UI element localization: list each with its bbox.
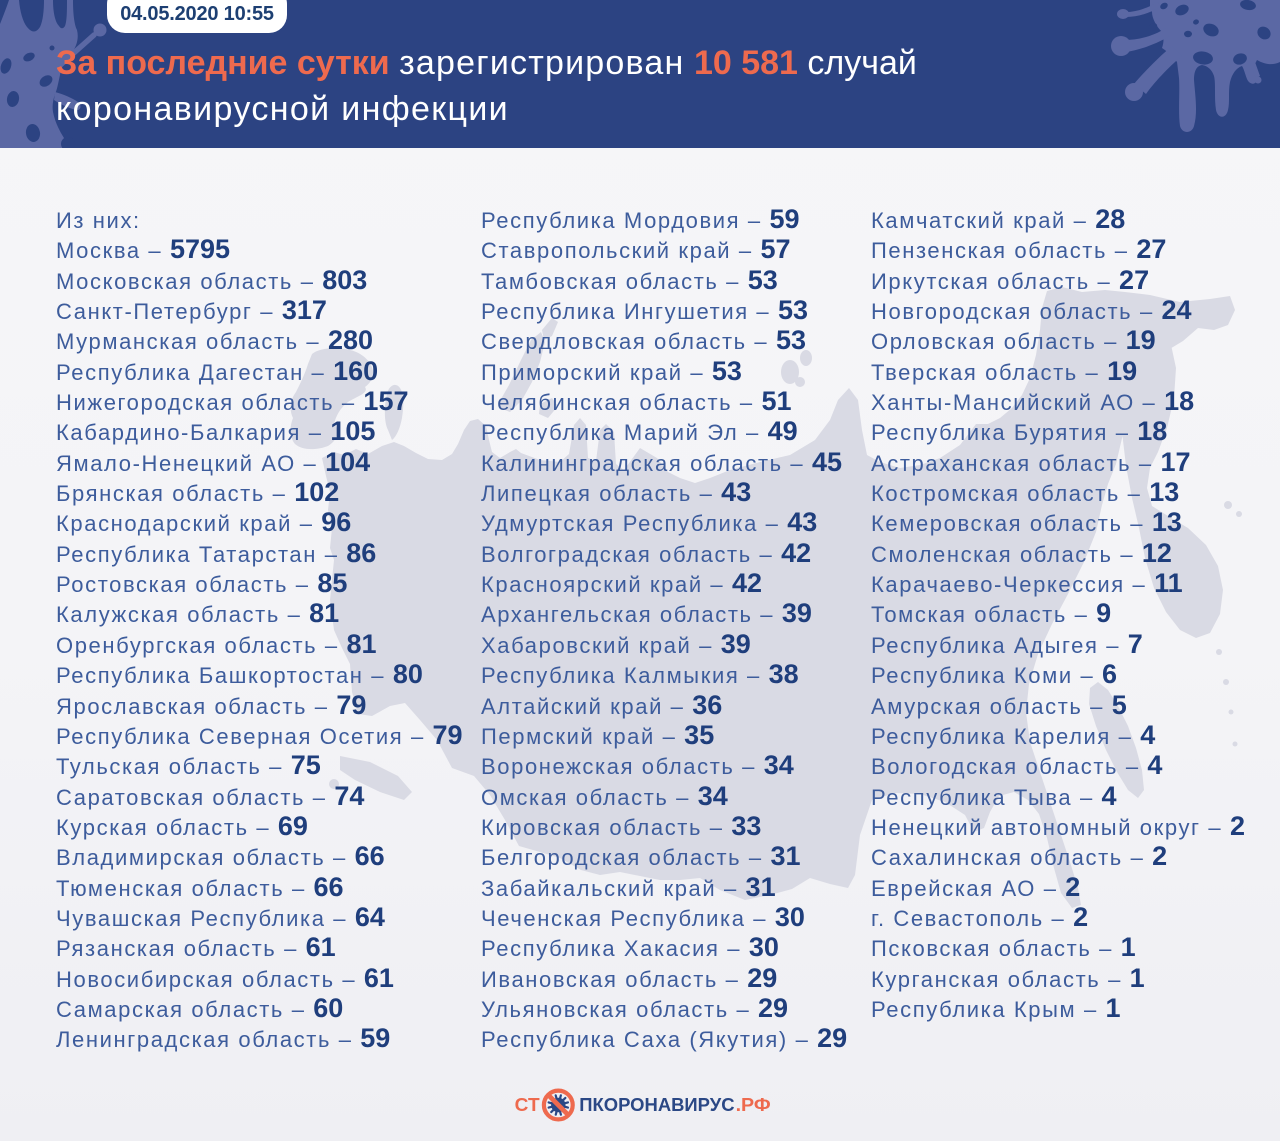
svg-text:ПКОРОНАВИРУС: ПКОРОНАВИРУС: [579, 1095, 734, 1115]
svg-text:СТ: СТ: [515, 1095, 540, 1115]
svg-text:.РФ: .РФ: [736, 1095, 771, 1115]
